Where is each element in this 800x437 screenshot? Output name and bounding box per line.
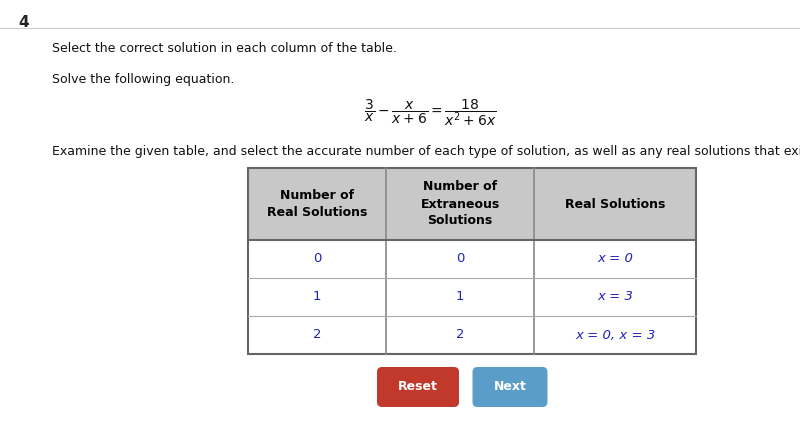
Text: Reset: Reset — [398, 381, 438, 393]
Text: $\mathit{\dfrac{3}{x}} - \mathit{\dfrac{x}{x + 6}} = \mathit{\dfrac{18}{x^2 + 6x: $\mathit{\dfrac{3}{x}} - \mathit{\dfrac{… — [364, 97, 496, 128]
Text: x = 0: x = 0 — [597, 253, 633, 266]
FancyBboxPatch shape — [248, 168, 696, 240]
Text: 0: 0 — [456, 253, 464, 266]
FancyBboxPatch shape — [248, 240, 696, 278]
Text: Examine the given table, and select the accurate number of each type of solution: Examine the given table, and select the … — [52, 145, 800, 158]
Text: Real Solutions: Real Solutions — [565, 198, 665, 211]
Text: 4: 4 — [18, 15, 29, 30]
Text: Solve the following equation.: Solve the following equation. — [52, 73, 234, 86]
FancyBboxPatch shape — [248, 316, 696, 354]
Bar — [248, 168, 696, 354]
Text: Number of
Real Solutions: Number of Real Solutions — [267, 189, 367, 219]
FancyBboxPatch shape — [248, 278, 696, 316]
FancyBboxPatch shape — [377, 367, 459, 407]
Text: 2: 2 — [456, 329, 464, 341]
Text: Number of
Extraneous
Solutions: Number of Extraneous Solutions — [420, 180, 500, 228]
Text: x = 0, x = 3: x = 0, x = 3 — [575, 329, 655, 341]
Text: 2: 2 — [313, 329, 322, 341]
Text: Next: Next — [494, 381, 526, 393]
Text: 1: 1 — [456, 291, 464, 304]
Text: x = 3: x = 3 — [597, 291, 633, 304]
Text: 1: 1 — [313, 291, 322, 304]
Text: 0: 0 — [313, 253, 321, 266]
FancyBboxPatch shape — [473, 367, 547, 407]
Text: Select the correct solution in each column of the table.: Select the correct solution in each colu… — [52, 42, 397, 55]
